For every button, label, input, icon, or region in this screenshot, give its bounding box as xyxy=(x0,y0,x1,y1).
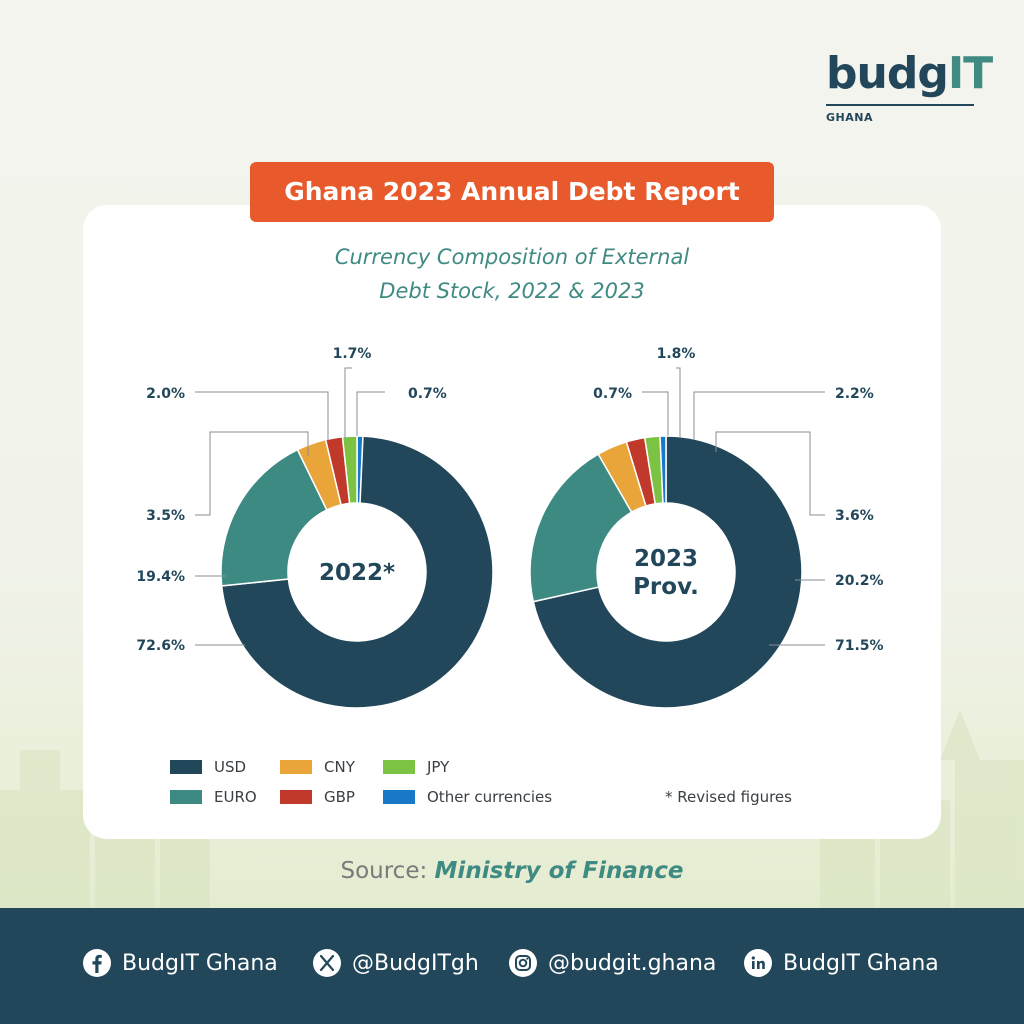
legend-swatch-euro xyxy=(170,790,202,804)
social-instagram-label: @budgit.ghana xyxy=(548,950,717,976)
social-linkedin-label: BudgIT Ghana xyxy=(783,950,939,976)
instagram-icon xyxy=(509,949,537,977)
linkedin-icon xyxy=(744,949,772,977)
slice-2-other-currencies xyxy=(659,435,667,504)
data-label-2-cny: 3.6% xyxy=(835,508,874,524)
legend-label-other-currencies: Other currencies xyxy=(427,788,553,806)
data-label-1-other-currencies: 0.7% xyxy=(408,386,447,402)
slice-1-jpy xyxy=(341,435,358,505)
data-label-2-euro: 20.2% xyxy=(835,573,884,589)
leader-line-2-other-currencies xyxy=(642,391,669,436)
legend-swatch-usd xyxy=(170,760,202,774)
legend-item-usd: USD xyxy=(170,756,246,778)
legend-label-gbp: GBP xyxy=(324,788,355,806)
chart-title: Currency Composition of External Debt St… xyxy=(212,240,812,308)
leader-line-1-other-currencies xyxy=(356,391,385,436)
legend-swatch-jpy xyxy=(383,760,415,774)
legend-swatch-other-currencies xyxy=(383,790,415,804)
legend-item-cny: CNY xyxy=(280,756,355,778)
slice-1-usd xyxy=(220,435,494,709)
legend-item-euro: EURO xyxy=(170,786,257,808)
source-prefix: Source: xyxy=(340,858,428,884)
center-label-2-line-1: 2023 xyxy=(634,546,698,572)
data-label-2-other-currencies: 0.7% xyxy=(593,386,632,402)
data-label-1-euro: 19.4% xyxy=(136,569,185,585)
budgit-logo: budgIT GHANA xyxy=(826,48,993,124)
legend-label-cny: CNY xyxy=(324,758,355,776)
data-label-1-jpy: 1.7% xyxy=(333,346,372,362)
facebook-icon xyxy=(83,949,111,977)
leader-line-1-gbp xyxy=(195,391,329,440)
legend-swatch-gbp xyxy=(280,790,312,804)
logo-divider xyxy=(826,104,974,106)
logo-wordmark: budgIT xyxy=(826,48,993,99)
slice-2-euro xyxy=(529,453,633,603)
donut-chart-1: 2022* 0.7% 72.6% 19.4% 3.5% 2.0% 1.7% xyxy=(136,346,494,709)
leader-line-2-cny xyxy=(715,431,825,516)
data-label-1-cny: 3.5% xyxy=(146,508,185,524)
social-facebook-label: BudgIT Ghana xyxy=(122,950,278,976)
social-facebook[interactable]: BudgIT Ghana xyxy=(82,948,278,978)
data-label-2-jpy: 1.8% xyxy=(657,346,696,362)
revised-figures-note: * Revised figures xyxy=(665,788,792,806)
social-instagram[interactable]: @budgit.ghana xyxy=(508,948,716,978)
chart-card xyxy=(83,205,941,839)
data-label-2-usd: 71.5% xyxy=(835,638,884,654)
center-label-1-line-1: 2022* xyxy=(319,560,395,586)
legend-label-euro: EURO xyxy=(214,788,257,806)
chart-title-line-1: Currency Composition of External xyxy=(334,245,690,269)
data-label-1-gbp: 2.0% xyxy=(146,386,185,402)
footer-bar: BudgIT Ghana @BudgITgh @budgit.ghana Bud… xyxy=(0,908,1024,1024)
chart-title-line-2: Debt Stock, 2022 & 2023 xyxy=(379,279,645,303)
slice-1-euro xyxy=(220,448,328,587)
logo-subtitle: GHANA xyxy=(826,111,873,124)
report-title-banner: Ghana 2023 Annual Debt Report xyxy=(250,162,774,222)
legend-label-usd: USD xyxy=(214,758,247,776)
legend-item-other-currencies: Other currencies xyxy=(383,786,552,808)
leader-line-2-gbp xyxy=(693,391,825,440)
source-line: Source: Ministry of Finance xyxy=(0,858,1024,884)
legend-item-jpy: JPY xyxy=(383,756,449,778)
slice-2-usd xyxy=(532,435,803,709)
center-label-2-line-2: Prov. xyxy=(633,574,699,600)
x-icon xyxy=(313,949,341,977)
source-name: Ministry of Finance xyxy=(434,858,684,884)
data-label-1-usd: 72.6% xyxy=(136,638,185,654)
legend-swatch-cny xyxy=(280,760,312,774)
social-x-label: @BudgITgh xyxy=(352,950,479,976)
data-label-2-gbp: 2.2% xyxy=(835,386,874,402)
leader-line-1-jpy xyxy=(344,367,352,438)
legend-item-gbp: GBP xyxy=(280,786,355,808)
social-x[interactable]: @BudgITgh xyxy=(312,948,479,978)
chart-legend: USD EURO CNY GBP JPY Other currencies xyxy=(170,756,810,816)
leader-line-1-cny xyxy=(195,431,309,516)
social-linkedin[interactable]: BudgIT Ghana xyxy=(743,948,939,978)
legend-label-jpy: JPY xyxy=(427,758,450,776)
leader-line-2-jpy xyxy=(676,367,681,438)
